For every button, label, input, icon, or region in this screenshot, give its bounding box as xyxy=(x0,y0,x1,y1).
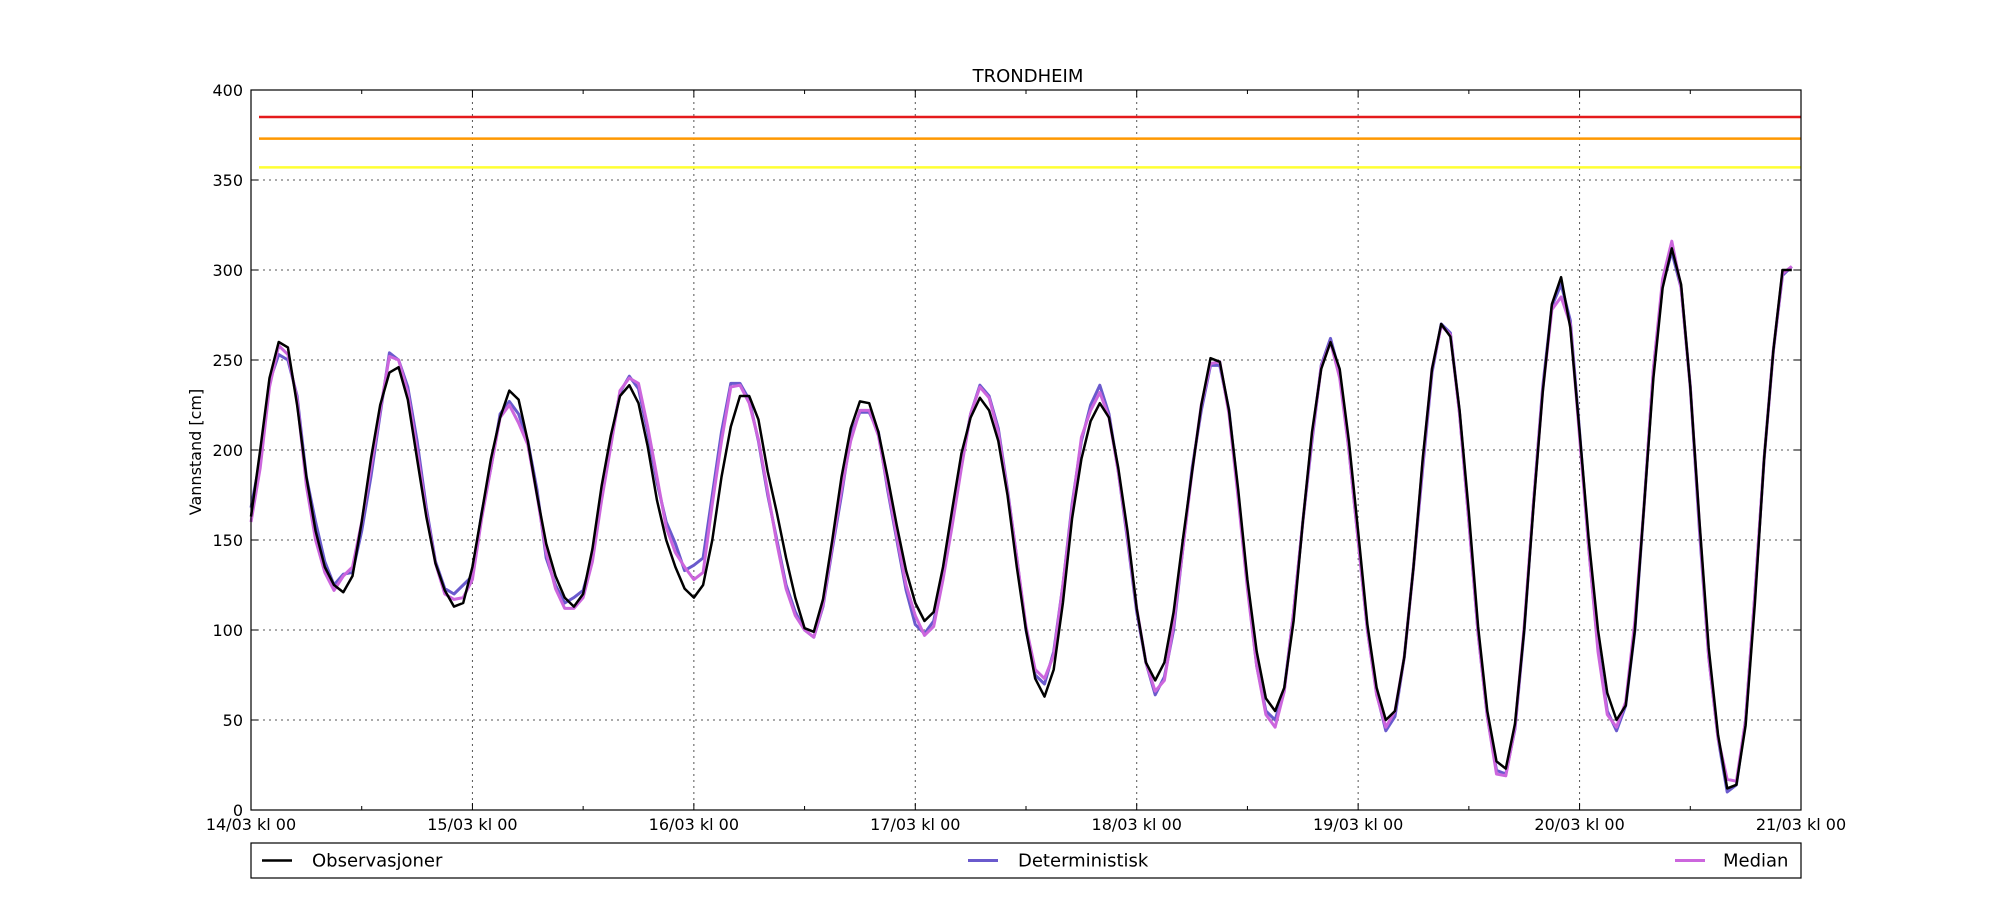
y-axis-label: Vannstand [cm] xyxy=(186,389,205,515)
x-tick-label: 15/03 kl 00 xyxy=(427,815,517,834)
y-tick-label: 0 xyxy=(233,801,243,820)
legend-box xyxy=(250,842,1802,879)
legend-label: Deterministisk xyxy=(1018,851,1149,872)
x-tick-label: 19/03 kl 00 xyxy=(1313,815,1403,834)
y-tick-label: 300 xyxy=(212,261,243,280)
x-tick-label: 16/03 kl 00 xyxy=(649,815,739,834)
y-tick-label: 150 xyxy=(212,531,243,550)
y-tick-label: 350 xyxy=(212,171,243,190)
grid xyxy=(251,90,1801,810)
series-lines xyxy=(249,239,1793,794)
x-tick-label: 21/03 kl 00 xyxy=(1756,815,1846,834)
x-tick-label: 14/03 kl 00 xyxy=(206,815,296,834)
y-tick-label: 200 xyxy=(212,441,243,460)
chart-title: TRONDHEIM xyxy=(972,66,1084,87)
y-tick-label: 50 xyxy=(223,711,243,730)
legend-label: Observasjoner xyxy=(312,851,443,872)
y-tick-label: 250 xyxy=(212,351,243,370)
legend: Observasjoner Deterministisk Median xyxy=(250,842,1802,879)
y-tick-label: 100 xyxy=(212,621,243,640)
series-line-observasjoner xyxy=(249,247,1792,790)
y-tick-label: 400 xyxy=(212,81,243,100)
legend-label: Median xyxy=(1723,851,1788,872)
x-tick-label: 18/03 kl 00 xyxy=(1092,815,1182,834)
axes: 0 50 100 150 200 250 300 350 400 14/03 kl 00 15/03… xyxy=(206,81,1846,834)
x-tick-label: 20/03 kl 00 xyxy=(1534,815,1624,834)
threshold-lines xyxy=(259,115,1801,169)
x-tick-label: 17/03 kl 00 xyxy=(870,815,960,834)
